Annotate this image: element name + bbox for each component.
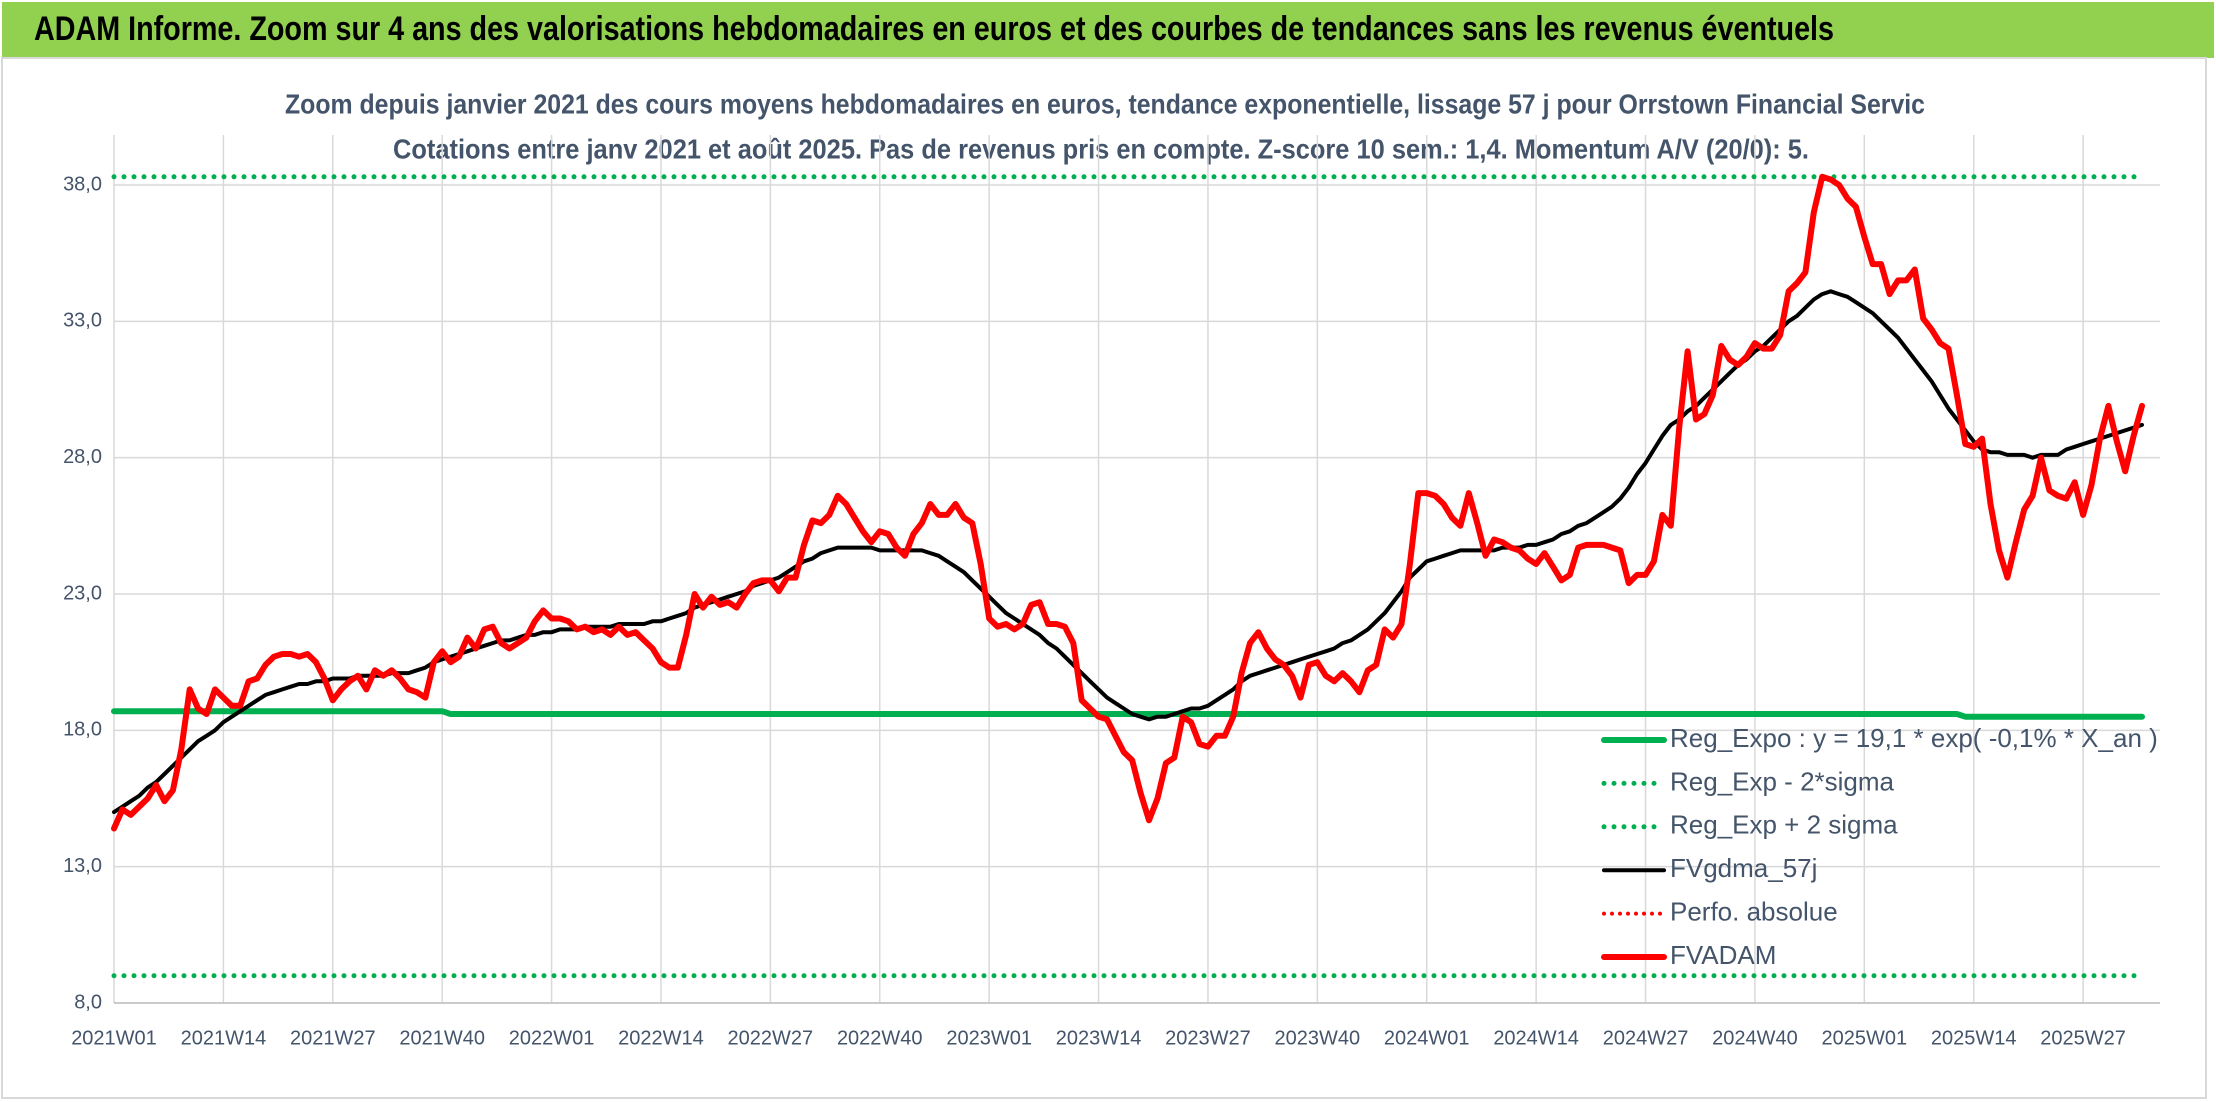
x-tick-label: 2024W01 xyxy=(1384,1027,1470,1049)
series-line xyxy=(111,173,2145,832)
chart-frame xyxy=(1,57,2207,1099)
header-title: ADAM Informe. Zoom sur 4 ans des valoris… xyxy=(34,10,1834,48)
y-tick-label: 28,0 xyxy=(63,446,102,468)
x-tick-label: 2025W14 xyxy=(1931,1027,2017,1049)
header-bar xyxy=(2,2,2214,58)
x-tick-label: 2022W27 xyxy=(728,1027,814,1049)
legend-label: FVADAM xyxy=(1670,940,1776,970)
y-tick-label: 38,0 xyxy=(63,173,102,195)
x-tick-label: 2023W27 xyxy=(1165,1027,1251,1049)
chart-title: Zoom depuis janvier 2021 des cours moyen… xyxy=(285,88,1925,119)
x-tick-label: 2023W40 xyxy=(1275,1027,1361,1049)
x-tick-label: 2021W01 xyxy=(71,1027,157,1049)
x-tick-label: 2025W01 xyxy=(1822,1027,1908,1049)
x-tick-label: 2022W14 xyxy=(618,1027,704,1049)
y-tick-label: 18,0 xyxy=(63,719,102,741)
legend-label: Perfo. absolue xyxy=(1670,896,1838,926)
x-tick-label: 2023W14 xyxy=(1056,1027,1142,1049)
x-tick-label: 2022W01 xyxy=(509,1027,595,1049)
x-tick-label: 2021W40 xyxy=(399,1027,485,1049)
x-tick-label: 2024W14 xyxy=(1493,1027,1579,1049)
x-tick-label: 2024W27 xyxy=(1603,1027,1689,1049)
y-tick-label: 33,0 xyxy=(63,310,102,332)
y-tick-label: 8,0 xyxy=(74,991,102,1013)
legend-label: Reg_Exp - 2*sigma xyxy=(1670,766,1895,796)
x-tick-label: 2025W27 xyxy=(2040,1027,2126,1049)
series-line xyxy=(111,708,2145,720)
legend-label: FVgdma_57j xyxy=(1670,853,1817,883)
x-tick-label: 2024W40 xyxy=(1712,1027,1798,1049)
chart-subtitle: Cotations entre janv 2021 et août 2025. … xyxy=(393,133,1809,164)
y-tick-label: 23,0 xyxy=(63,582,102,604)
x-tick-label: 2023W01 xyxy=(946,1027,1032,1049)
x-tick-label: 2022W40 xyxy=(837,1027,923,1049)
legend-label: Reg_Exp + 2 sigma xyxy=(1670,810,1898,840)
x-tick-label: 2021W14 xyxy=(181,1027,267,1049)
legend-label: Reg_Expo : y = 19,1 * exp( -0,1% * X_an … xyxy=(1670,723,2158,753)
x-tick-label: 2021W27 xyxy=(290,1027,376,1049)
y-tick-label: 13,0 xyxy=(63,855,102,877)
series-line xyxy=(112,289,2144,815)
